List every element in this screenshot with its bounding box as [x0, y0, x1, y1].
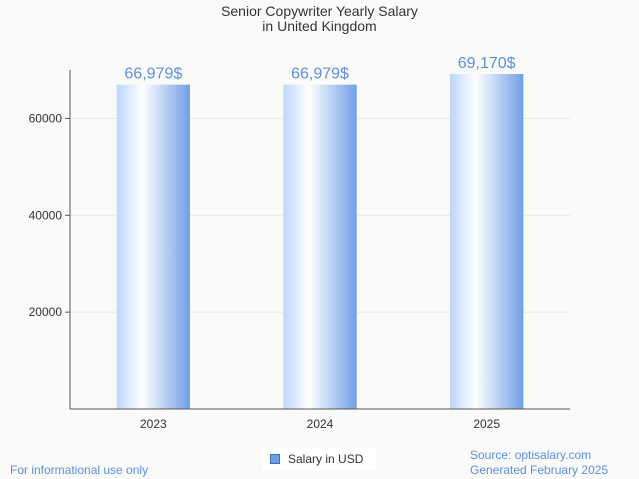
chart-title: Senior Copywriter Yearly Salary in Unite… — [0, 4, 639, 34]
source-text: Source: optisalary.com — [470, 448, 592, 462]
source-credit: Source: optisalary.com Generated Februar… — [470, 448, 608, 478]
bar-2024[interactable] — [283, 84, 357, 409]
y-tick-label: 40000 — [29, 208, 63, 222]
bar-2025[interactable] — [450, 74, 524, 410]
x-tick-label-2024: 2024 — [307, 417, 334, 431]
x-tick-label-2023: 2023 — [140, 417, 167, 431]
y-tick-label: 20000 — [29, 305, 63, 319]
disclaimer-text: For informational use only — [10, 463, 149, 477]
bars — [116, 74, 524, 410]
labels: 66,979$ 66,979$ 69,170$ — [124, 55, 515, 83]
legend-swatch — [270, 454, 280, 464]
generated-text: Generated February 2025 — [470, 463, 609, 477]
chart-title-line-2: in United Kingdom — [262, 18, 377, 34]
axes: 20000 40000 60000 2023 2024 2025 — [29, 70, 570, 431]
data-label-2025: 69,170$ — [458, 55, 516, 72]
legend-label: Salary in USD — [288, 452, 364, 466]
chart-title-line-1: Senior Copywriter Yearly Salary — [221, 3, 418, 19]
legend[interactable]: Salary in USD — [262, 448, 376, 470]
bar-2023[interactable] — [116, 84, 190, 409]
y-tick-label: 60000 — [29, 111, 63, 125]
data-label-2024: 66,979$ — [291, 66, 349, 83]
data-label-2023: 66,979$ — [124, 66, 182, 83]
x-tick-label-2025: 2025 — [473, 417, 500, 431]
